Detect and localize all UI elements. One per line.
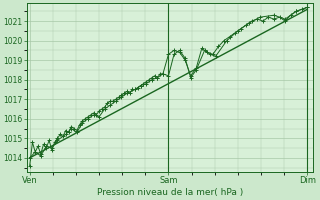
X-axis label: Pression niveau de la mer( hPa ): Pression niveau de la mer( hPa )	[97, 188, 243, 197]
